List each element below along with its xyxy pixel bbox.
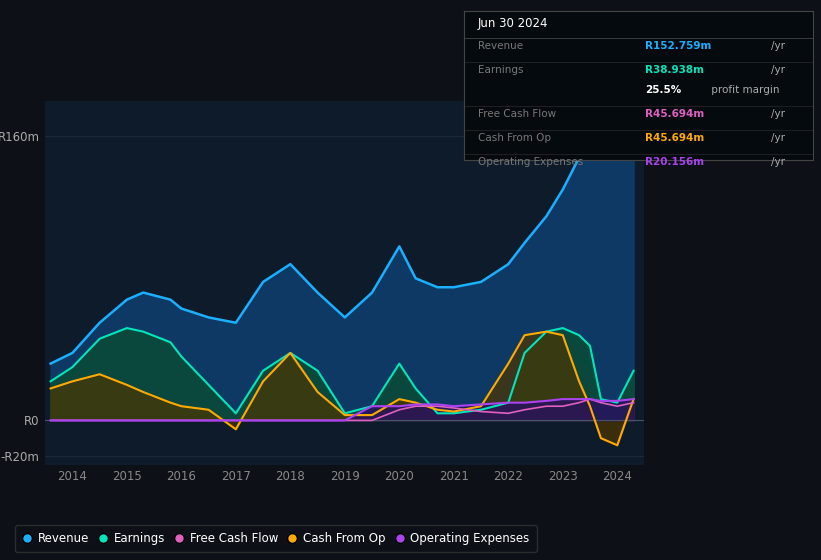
Text: /yr: /yr bbox=[771, 157, 785, 167]
Text: R38.938m: R38.938m bbox=[645, 64, 704, 74]
Text: R45.694m: R45.694m bbox=[645, 109, 704, 119]
Text: Free Cash Flow: Free Cash Flow bbox=[478, 109, 556, 119]
Text: /yr: /yr bbox=[771, 133, 785, 143]
Text: 25.5%: 25.5% bbox=[645, 86, 681, 95]
Text: Cash From Op: Cash From Op bbox=[478, 133, 551, 143]
Text: /yr: /yr bbox=[771, 109, 785, 119]
Text: Revenue: Revenue bbox=[478, 41, 523, 51]
Text: /yr: /yr bbox=[771, 64, 785, 74]
Text: /yr: /yr bbox=[771, 41, 785, 51]
Text: R20.156m: R20.156m bbox=[645, 157, 704, 167]
Text: R45.694m: R45.694m bbox=[645, 133, 704, 143]
Text: Operating Expenses: Operating Expenses bbox=[478, 157, 583, 167]
Text: R152.759m: R152.759m bbox=[645, 41, 712, 51]
Text: profit margin: profit margin bbox=[708, 86, 780, 95]
Legend: Revenue, Earnings, Free Cash Flow, Cash From Op, Operating Expenses: Revenue, Earnings, Free Cash Flow, Cash … bbox=[15, 525, 537, 553]
Text: Earnings: Earnings bbox=[478, 64, 523, 74]
Text: Jun 30 2024: Jun 30 2024 bbox=[478, 17, 548, 30]
